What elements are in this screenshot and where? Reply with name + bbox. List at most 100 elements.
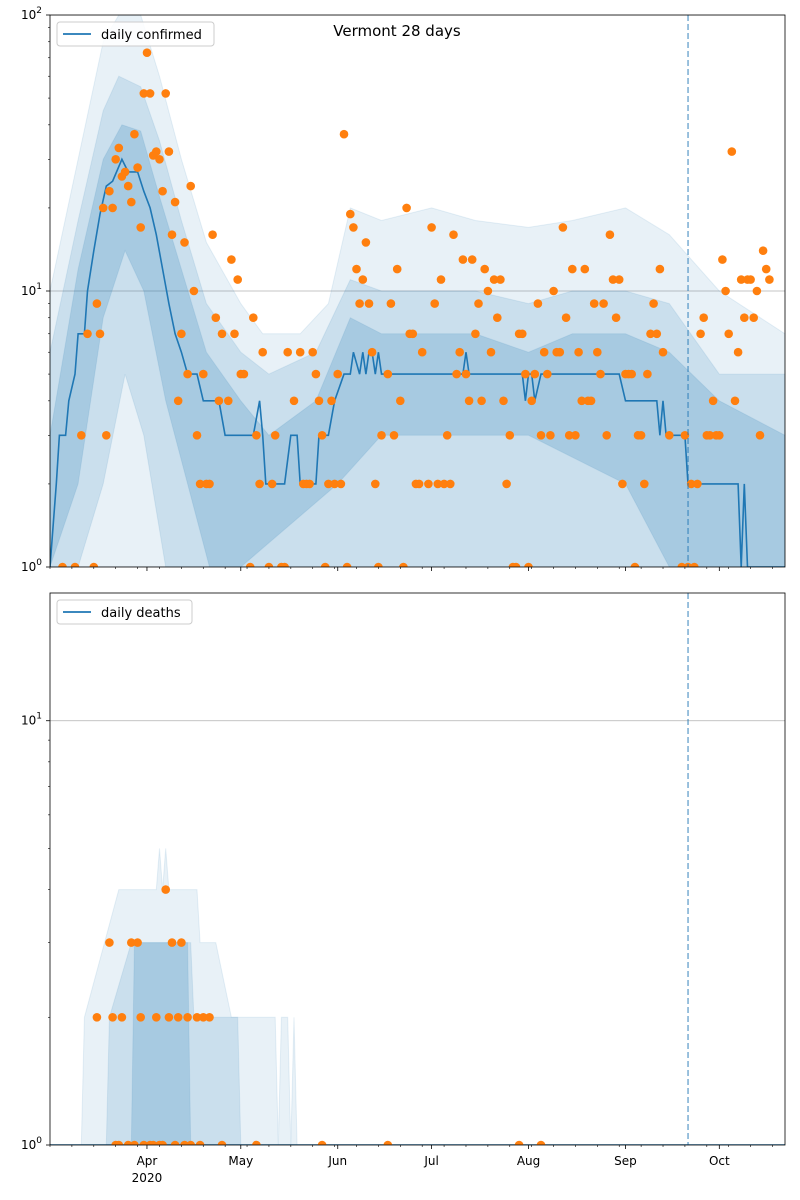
data-point <box>655 264 665 274</box>
data-point <box>433 479 443 489</box>
data-point <box>239 369 249 379</box>
y-tick-exponent: 1 <box>36 712 42 722</box>
data-point <box>108 203 117 213</box>
data-point <box>499 396 508 406</box>
data-point <box>142 48 152 57</box>
data-point <box>367 347 377 357</box>
data-point <box>746 275 755 284</box>
data-point <box>455 347 465 357</box>
data-point <box>736 275 746 284</box>
data-point <box>161 89 170 98</box>
data-point <box>449 230 458 239</box>
data-point <box>446 479 455 489</box>
data-point <box>164 147 174 156</box>
data-point <box>252 1140 261 1145</box>
data-point <box>70 562 80 567</box>
data-point <box>324 479 333 489</box>
data-point <box>658 347 668 357</box>
confidence-band-1 <box>50 75 785 567</box>
data-point <box>752 286 762 296</box>
data-point <box>755 431 765 440</box>
data-point <box>399 562 408 567</box>
data-point <box>130 1140 139 1145</box>
data-point <box>530 369 540 379</box>
data-point <box>765 275 774 284</box>
data-point <box>693 479 702 489</box>
data-point <box>173 396 183 406</box>
y-tick-base: 10 <box>21 8 36 22</box>
y-tick-label: 100 <box>21 1136 42 1152</box>
data-point <box>249 313 258 323</box>
data-point <box>514 1140 524 1145</box>
data-point <box>383 1140 393 1145</box>
data-point <box>289 396 299 406</box>
data-point <box>646 329 655 339</box>
y-tick-label: 101 <box>21 282 42 298</box>
data-point <box>245 562 255 567</box>
y-tick-base: 10 <box>21 1138 36 1152</box>
data-point <box>414 479 424 489</box>
data-point <box>496 275 505 284</box>
data-point <box>580 264 590 274</box>
data-point <box>602 431 611 440</box>
data-point <box>186 1140 195 1145</box>
data-point <box>536 1140 546 1145</box>
data-point <box>133 163 142 172</box>
x-tick-label: Aug <box>517 1154 540 1168</box>
legend-label: daily confirmed <box>101 28 202 43</box>
data-point <box>217 329 227 339</box>
data-point <box>427 223 436 232</box>
data-point <box>377 431 386 440</box>
data-point <box>92 299 102 308</box>
data-point <box>145 89 155 98</box>
data-point <box>521 369 530 379</box>
data-point <box>114 1140 124 1145</box>
data-point <box>636 431 646 440</box>
data-point <box>643 369 652 379</box>
data-point <box>339 129 349 139</box>
data-point <box>627 369 636 379</box>
data-point <box>199 369 208 379</box>
data-point <box>167 938 177 947</box>
y-tick-base: 10 <box>21 714 36 728</box>
data-point <box>586 396 596 406</box>
data-point <box>599 299 608 308</box>
data-point <box>596 369 605 379</box>
data-point <box>105 186 114 196</box>
data-point <box>170 1140 180 1145</box>
y-tick-base: 10 <box>21 284 36 298</box>
data-point <box>758 246 768 255</box>
data-point <box>108 1013 117 1022</box>
data-point <box>230 329 239 339</box>
data-point <box>761 264 771 274</box>
data-point <box>255 479 264 489</box>
data-point <box>158 1140 167 1145</box>
data-point <box>618 479 627 489</box>
data-point <box>327 396 336 406</box>
x-tick-sublabel: 2020 <box>132 1171 163 1185</box>
data-point <box>543 369 552 379</box>
data-point <box>111 155 120 164</box>
data-point <box>593 347 602 357</box>
data-point <box>352 264 361 274</box>
data-point <box>439 479 449 489</box>
data-point <box>699 313 708 323</box>
data-point <box>98 203 108 213</box>
x-tick-label: Oct <box>709 1154 730 1168</box>
data-point <box>346 209 355 219</box>
data-point <box>396 396 405 406</box>
data-point <box>518 329 527 339</box>
data-point <box>568 264 577 274</box>
data-point <box>524 562 533 567</box>
data-point <box>361 238 371 247</box>
data-point <box>471 329 480 339</box>
data-point <box>320 562 330 567</box>
data-point <box>614 275 624 284</box>
data-point <box>364 299 374 308</box>
data-point <box>708 396 718 406</box>
data-point <box>464 396 474 406</box>
data-point <box>208 230 217 239</box>
data-point <box>139 89 149 98</box>
legend-box <box>56 21 215 47</box>
